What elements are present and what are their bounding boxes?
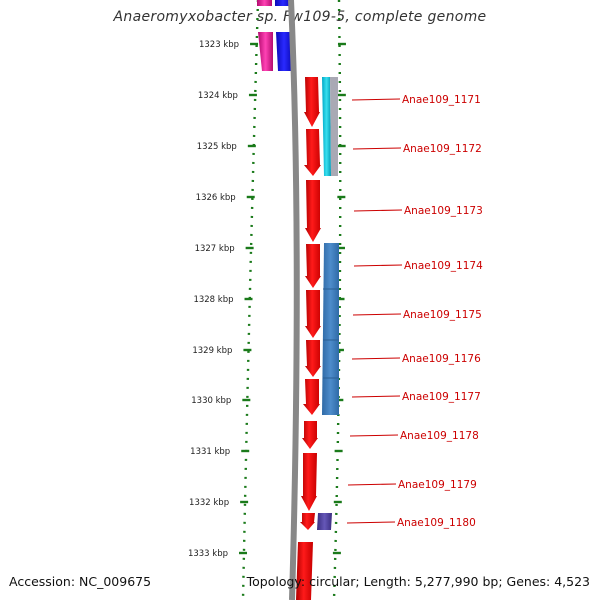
gene-label-anae109-1177[interactable]: Anae109_1177 — [402, 391, 481, 403]
gene-leader-line — [351, 98, 401, 101]
accession-text: Accession: NC_009675 — [9, 574, 152, 589]
gene-label-anae109-1174[interactable]: Anae109_1174 — [404, 260, 483, 272]
feature-block-purple — [317, 513, 332, 530]
gene-leader-line — [352, 313, 402, 316]
gene-label-anae109-1171[interactable]: Anae109_1171 — [402, 94, 481, 106]
ruler-label: 1324 kbp — [198, 91, 238, 101]
gene-label-anae109-1172[interactable]: Anae109_1172 — [403, 143, 482, 155]
ruler-label: 1331 kbp — [190, 447, 230, 457]
gene-leader-lines — [346, 98, 403, 524]
ruler-ticks — [239, 42, 346, 555]
ruler-label: 1326 kbp — [196, 193, 236, 203]
gene-leader-line — [347, 483, 397, 486]
gene-leader-line — [353, 264, 403, 267]
ruler-label: 1333 kbp — [188, 549, 228, 559]
ruler-label: 1330 kbp — [191, 396, 231, 406]
feature-block-magenta — [258, 32, 273, 71]
gene-arrow-anae109-1176[interactable] — [305, 340, 321, 377]
gene-labels: Anae109_1171 Anae109_1172 Anae109_1173 Anae… — [397, 94, 483, 529]
gene-leader-line — [352, 147, 402, 150]
gene-label-anae109-1179[interactable]: Anae109_1179 — [398, 479, 477, 491]
ruler-label: 1323 kbp — [199, 40, 239, 50]
gene-arrow-anae109-1174[interactable] — [305, 244, 321, 288]
feature-block-gray — [330, 77, 338, 176]
gene-label-anae109-1178[interactable]: Anae109_1178 — [400, 430, 479, 442]
gene-arrow-anae109-1180[interactable] — [300, 513, 315, 530]
feature-block-magenta — [257, 0, 272, 6]
gene-arrow-partial — [296, 542, 313, 600]
topology-summary: Topology: circular; Length: 5,277,990 bp… — [246, 574, 590, 589]
gene-arrow-anae109-1177[interactable] — [303, 379, 320, 415]
genome-backbone — [288, 0, 300, 600]
gene-arrow-anae109-1172[interactable] — [304, 129, 321, 176]
ruler-label: 1327 kbp — [195, 244, 235, 254]
gene-arrow-anae109-1178[interactable] — [302, 421, 318, 449]
feature-block-cyan — [322, 77, 331, 176]
gene-leader-line — [351, 357, 401, 360]
ruler-label: 1332 kbp — [189, 498, 229, 508]
gene-leader-line — [351, 395, 401, 398]
gene-arrow-anae109-1171[interactable] — [304, 77, 320, 127]
feature-block-blue — [275, 0, 291, 6]
ruler-label: 1329 kbp — [192, 346, 232, 356]
gene-label-anae109-1176[interactable]: Anae109_1176 — [402, 353, 481, 365]
gene-leader-line — [353, 209, 403, 212]
gene-arrow-anae109-1179[interactable] — [301, 453, 317, 511]
gene-label-anae109-1173[interactable]: Anae109_1173 — [404, 205, 483, 217]
genome-title: Anaeromyxobacter sp. Fw109-5, complete g… — [113, 9, 487, 25]
gene-label-anae109-1180[interactable]: Anae109_1180 — [397, 517, 476, 529]
ruler-label: 1325 kbp — [197, 142, 237, 152]
gene-label-anae109-1175[interactable]: Anae109_1175 — [403, 309, 482, 321]
feature-block-blue — [276, 32, 292, 71]
gene-leader-line — [346, 521, 396, 524]
ruler-labels: 1323 kbp 1324 kbp 1325 kbp 1326 kbp 1327 kbp… — [188, 40, 239, 559]
gene-arrow-anae109-1173[interactable] — [305, 180, 321, 242]
feature-block-steelblue — [322, 243, 339, 415]
gene-leader-line — [349, 434, 399, 437]
ruler-label: 1328 kbp — [193, 295, 233, 305]
gene-arrow-anae109-1175[interactable] — [305, 290, 321, 338]
